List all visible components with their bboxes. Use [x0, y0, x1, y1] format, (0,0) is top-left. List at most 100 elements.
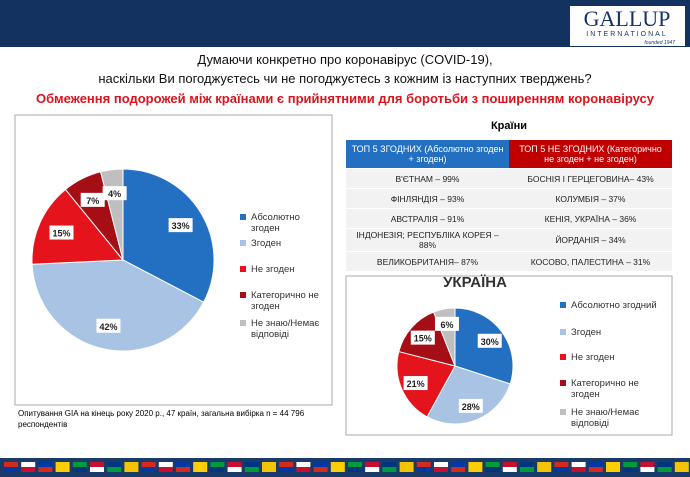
- pie-slice: [31, 259, 205, 352]
- label-box: [80, 192, 105, 207]
- table-row: ФІНЛЯНДІЯ – 93% КОЛУМБІЯ – 37%: [346, 188, 672, 209]
- flag: [451, 467, 466, 472]
- table-title: Країни: [490, 120, 528, 132]
- data-label: 42%: [99, 322, 117, 332]
- table-cell: ВЕЛИКОБРИТАНІЯ– 87%: [346, 251, 509, 272]
- data-label: 33%: [172, 221, 190, 231]
- flag: [4, 462, 18, 467]
- footnote: Опитування GIA на кінець року 2020 р., 4…: [18, 409, 305, 429]
- legend-swatch: [240, 320, 246, 326]
- legend-item: Не знаю/Немає відповіді: [240, 318, 320, 340]
- flag: [537, 462, 552, 467]
- flag: [520, 467, 534, 472]
- table-row: ІНДОНЕЗІЯ; РЕСПУБЛІКА КОРЕЯ – 88% ЙОРДАНІ…: [346, 228, 672, 252]
- label-box: [49, 225, 74, 240]
- legend-label: Згоден: [571, 327, 602, 338]
- legend-swatch: [560, 380, 566, 386]
- flag: [399, 467, 414, 472]
- flag: [485, 462, 500, 467]
- legend-label: Не знаю/Немає відповіді: [571, 407, 640, 429]
- flag: [623, 462, 638, 467]
- data-label: 21%: [407, 379, 425, 389]
- flag: [55, 467, 70, 472]
- table-cell: В'ЄТНАМ – 99%: [346, 168, 509, 189]
- table-row: ВЕЛИКОБРИТАНІЯ– 87% КОСОВО, ПАЛЕСТИНА – 3…: [346, 251, 672, 272]
- legend-item: Не згоден: [560, 352, 665, 363]
- legend-swatch: [240, 292, 246, 298]
- flag: [296, 462, 311, 467]
- flag: [72, 467, 87, 472]
- flag: [434, 462, 448, 467]
- legend-item: Абсолютно згодний: [560, 300, 665, 311]
- flag: [416, 467, 431, 472]
- label-box: [96, 318, 121, 333]
- legend-label: Не згоден: [251, 264, 295, 275]
- flag: [348, 467, 362, 472]
- legend-swatch: [240, 266, 246, 272]
- flag: [554, 467, 569, 472]
- flag: [141, 462, 156, 467]
- legend-item: Категорично не згоден: [560, 378, 665, 400]
- flag: [38, 462, 53, 467]
- legend-item: Абсолютно згоден: [240, 212, 320, 234]
- flag: [571, 462, 586, 467]
- table-cell: ІНДОНЕЗІЯ; РЕСПУБЛІКА КОРЕЯ – 88%: [346, 228, 509, 252]
- flag: [588, 462, 603, 467]
- legend-item: Згоден: [240, 238, 320, 249]
- table-header-cell: ТОП 5 НЕ ЗГОДНИХ (Категорично не згоден …: [509, 140, 672, 169]
- legend-label: Не згоден: [571, 352, 615, 363]
- legend-item: Не знаю/Немає відповіді: [560, 407, 665, 429]
- chart-title: УКРАЇНА: [443, 274, 507, 291]
- label-box: [410, 330, 435, 345]
- flag: [399, 462, 414, 467]
- legend-swatch: [240, 214, 246, 220]
- flag: [485, 467, 500, 472]
- title: наскільки Ви погоджуєтесь чи не погоджує…: [98, 71, 592, 86]
- flag: [554, 462, 569, 467]
- flag: [107, 467, 122, 472]
- flag: [210, 462, 225, 467]
- flag: [537, 467, 552, 472]
- flag: [468, 467, 483, 472]
- flag: [262, 467, 276, 472]
- flag: [434, 467, 448, 472]
- data-label: 7%: [86, 196, 99, 206]
- legend-label: Не знаю/Немає відповіді: [251, 318, 320, 340]
- flag: [657, 462, 672, 467]
- table-cell: БОСНІЯ І ГЕРЦЕГОВИНА– 43%: [509, 168, 672, 189]
- flag: [279, 462, 294, 467]
- flag: [107, 462, 122, 467]
- label-box: [434, 316, 459, 331]
- flag: [21, 467, 36, 472]
- flag: [244, 462, 259, 467]
- flag: [674, 462, 689, 467]
- flag: [124, 462, 139, 467]
- flag: [227, 467, 242, 472]
- flag: [38, 467, 53, 472]
- flag: [365, 467, 380, 472]
- flag: [330, 467, 345, 472]
- flag: [606, 467, 620, 472]
- flag: [210, 467, 225, 472]
- flag: [158, 462, 173, 467]
- flag: [502, 467, 517, 472]
- flag: [21, 462, 36, 467]
- pie-slice: [426, 365, 511, 425]
- table-row: АВСТРАЛІЯ – 91% КЕНІЯ, УКРАЇНА – 36%: [346, 208, 672, 229]
- data-label: 30%: [481, 337, 499, 347]
- flag: [502, 462, 517, 467]
- legend-item: Згоден: [560, 327, 665, 338]
- flag: [176, 462, 190, 467]
- logo: GALLUP: [584, 6, 671, 31]
- flag: [382, 462, 397, 467]
- table-cell: АВСТРАЛІЯ – 91%: [346, 208, 509, 229]
- table-header-cell: ТОП 5 ЗГОДНИХ (Абсолютно згоден + згоден…: [346, 140, 509, 169]
- flag: [193, 467, 208, 472]
- flag: [193, 462, 208, 467]
- flag: [588, 467, 603, 472]
- flag: [176, 467, 190, 472]
- flag: [4, 467, 18, 472]
- label-box: [102, 186, 127, 201]
- data-label: 28%: [462, 402, 480, 412]
- label-box: [458, 398, 483, 413]
